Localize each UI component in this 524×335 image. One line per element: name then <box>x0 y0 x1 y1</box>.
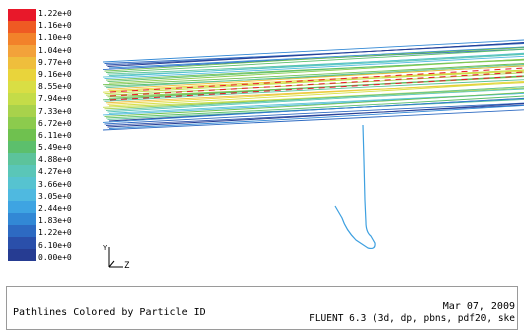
legend-swatch <box>8 141 36 153</box>
legend-value: 8.55e+0 <box>38 82 72 92</box>
legend-value: 1.16e+0 <box>38 21 72 31</box>
particle-trajectory <box>334 124 376 250</box>
axis-z-label: Z <box>124 261 130 271</box>
legend-value: 6.72e+0 <box>38 118 72 128</box>
legend-swatch <box>8 213 36 225</box>
colormap-labels: 1.22e+0 1.16e+0 1.10e+0 1.04e+0 9.77e+0 9.16e… <box>38 8 72 264</box>
title-footer: Pathlines Colored by Particle ID Mar 07,… <box>6 286 518 330</box>
pathline <box>102 52 524 78</box>
legend-swatch <box>8 117 36 129</box>
pathline <box>108 104 524 129</box>
legend-value: 1.22e+0 <box>38 228 72 238</box>
legend-value: 2.44e+0 <box>38 204 72 213</box>
solver-info: FLUENT 6.3 (3d, dp, pbns, pdf20, ske <box>309 313 515 324</box>
plot-date: Mar 07, 2009 <box>442 301 515 312</box>
legend-value: 4.88e+0 <box>38 155 72 165</box>
pathline <box>105 72 524 96</box>
pathline <box>104 69 524 95</box>
legend-value: 9.16e+0 <box>38 69 72 79</box>
legend-swatch <box>8 153 36 165</box>
legend-swatch <box>8 57 36 69</box>
pathline <box>105 104 524 126</box>
pathline <box>104 102 524 125</box>
legend-swatch <box>8 249 36 261</box>
legend-swatch <box>8 225 36 237</box>
legend-value: 1.10e+0 <box>38 33 72 43</box>
legend-swatch <box>8 105 36 117</box>
pathline <box>105 82 524 104</box>
pathline-core <box>109 67 524 93</box>
pathline <box>107 103 524 128</box>
pathline <box>102 109 524 131</box>
legend-swatch <box>8 9 36 21</box>
legend-swatch <box>8 21 36 33</box>
pathline <box>102 62 524 86</box>
legend-value: 1.04e+0 <box>38 45 72 55</box>
legend-swatch <box>8 93 36 105</box>
legend-swatch <box>8 237 36 249</box>
legend-value: 1.22e+0 <box>38 9 72 18</box>
pathline <box>104 79 524 102</box>
pathline <box>107 88 524 113</box>
legend-swatch <box>8 189 36 201</box>
legend-value: 6.10e+0 <box>38 240 72 250</box>
legend-value: 6.11e+0 <box>38 130 72 140</box>
pathline <box>108 81 524 107</box>
pathline <box>105 64 524 89</box>
pathline <box>104 47 524 72</box>
pathlines-plot <box>102 39 524 250</box>
pathline <box>104 91 524 117</box>
pathline <box>105 48 524 74</box>
legend-value: 0.00e+0 <box>38 252 72 262</box>
plot-title: Pathlines Colored by Particle ID <box>13 307 206 318</box>
legend-value: 3.66e+0 <box>38 179 72 189</box>
legend-swatch <box>8 201 36 213</box>
pathline <box>105 95 524 119</box>
legend-value: 4.27e+0 <box>38 167 72 177</box>
legend-swatch <box>8 45 36 57</box>
legend-swatch <box>8 81 36 93</box>
pathline <box>105 86 524 111</box>
legend-value: 5.49e+0 <box>38 143 72 153</box>
legend-swatch <box>8 177 36 189</box>
graphics-viewport[interactable]: 1.22e+0 1.16e+0 1.10e+0 1.04e+0 9.77e+0 9.16e… <box>0 0 524 284</box>
pathline <box>107 42 524 67</box>
legend-value: 9.77e+0 <box>38 57 72 67</box>
legend-value: 1.83e+0 <box>38 216 72 226</box>
pathline <box>104 55 524 80</box>
legend-swatch <box>8 33 36 45</box>
pathline-core <box>109 75 524 101</box>
pathline <box>102 39 524 63</box>
axis-triad-icon <box>108 247 123 268</box>
pathline-core <box>109 71 524 97</box>
axis-y-label: Y <box>103 244 108 252</box>
legend-swatch <box>8 129 36 141</box>
colormap-legend <box>8 9 36 261</box>
pathline <box>107 80 524 105</box>
pathline <box>107 65 524 90</box>
pathline <box>108 58 524 84</box>
legend-value: 7.33e+0 <box>38 106 72 116</box>
legend-swatch <box>8 165 36 177</box>
pathline <box>108 46 524 69</box>
legend-swatch <box>8 69 36 81</box>
pathline <box>102 98 524 123</box>
pathline <box>108 53 524 77</box>
legend-value: 3.05e+0 <box>38 191 72 201</box>
legend-value: 7.94e+0 <box>38 94 72 104</box>
